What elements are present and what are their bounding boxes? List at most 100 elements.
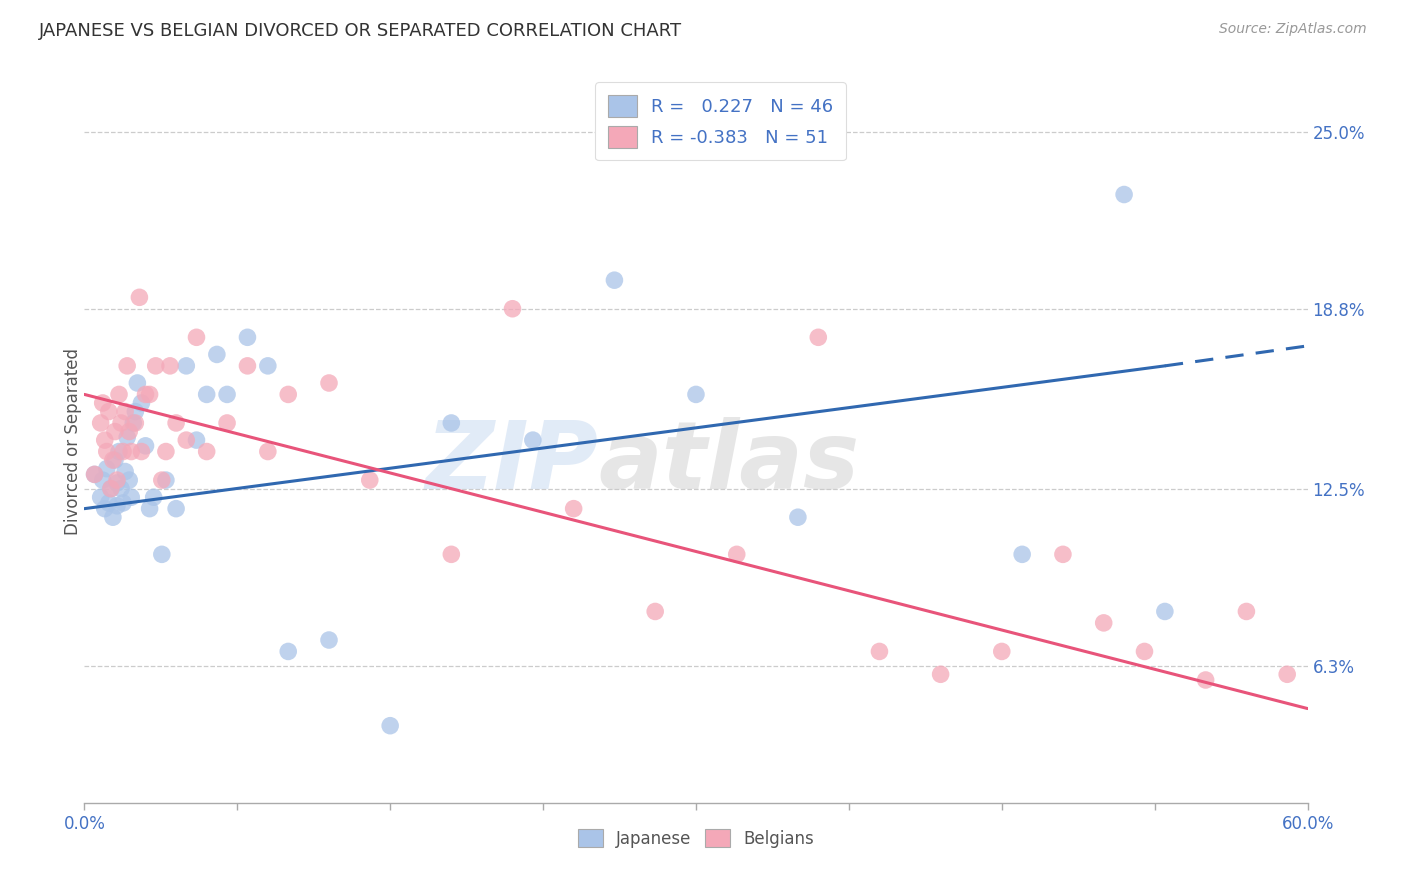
Point — [105, 473, 128, 487]
Point — [105, 499, 128, 513]
Point — [135, 439, 157, 453]
Point — [165, 416, 187, 430]
Point — [257, 444, 280, 458]
Point — [101, 453, 124, 467]
Point — [127, 376, 149, 390]
Legend: Japanese, Belgians: Japanese, Belgians — [569, 821, 823, 856]
Point — [1133, 644, 1156, 658]
Point — [1277, 667, 1299, 681]
Point — [1114, 187, 1136, 202]
Point — [104, 453, 127, 467]
Point — [105, 475, 128, 490]
Point — [603, 273, 626, 287]
Point — [186, 433, 208, 447]
Point — [83, 467, 105, 482]
Point — [174, 433, 197, 447]
Point — [93, 433, 115, 447]
Point — [562, 501, 585, 516]
Point — [236, 359, 259, 373]
Point — [120, 444, 142, 458]
Point — [145, 359, 167, 373]
Point — [91, 473, 114, 487]
Point — [205, 347, 228, 361]
Point — [318, 633, 340, 648]
Point — [159, 359, 181, 373]
Point — [96, 444, 118, 458]
Point — [787, 510, 810, 524]
Point — [1236, 604, 1258, 618]
Point — [929, 667, 952, 681]
Point — [195, 387, 218, 401]
Point — [115, 430, 138, 444]
Point — [112, 444, 135, 458]
Point — [359, 473, 381, 487]
Point — [685, 387, 707, 401]
Point — [807, 330, 830, 344]
Point — [131, 396, 153, 410]
Point — [120, 490, 142, 504]
Point — [128, 290, 150, 304]
Point — [112, 496, 135, 510]
Point — [217, 387, 239, 401]
Point — [869, 644, 891, 658]
Point — [100, 482, 122, 496]
Point — [135, 387, 157, 401]
Point — [118, 425, 141, 439]
Point — [124, 404, 146, 418]
Point — [174, 359, 197, 373]
Point — [257, 359, 280, 373]
Text: atlas: atlas — [598, 417, 859, 509]
Point — [118, 473, 141, 487]
Point — [318, 376, 340, 390]
Text: JAPANESE VS BELGIAN DIVORCED OR SEPARATED CORRELATION CHART: JAPANESE VS BELGIAN DIVORCED OR SEPARATE… — [39, 22, 682, 40]
Point — [115, 359, 138, 373]
Point — [150, 547, 173, 561]
Point — [97, 496, 120, 510]
Point — [217, 416, 239, 430]
Point — [195, 444, 218, 458]
Point — [90, 490, 112, 504]
Point — [1011, 547, 1033, 561]
Point — [114, 404, 136, 418]
Point — [380, 719, 402, 733]
Point — [110, 416, 132, 430]
Point — [138, 501, 160, 516]
Point — [440, 547, 463, 561]
Point — [101, 510, 124, 524]
Point — [277, 644, 299, 658]
Text: Source: ZipAtlas.com: Source: ZipAtlas.com — [1219, 22, 1367, 37]
Point — [440, 416, 463, 430]
Point — [122, 416, 145, 430]
Point — [644, 604, 666, 618]
Y-axis label: Divorced or Separated: Divorced or Separated — [65, 348, 82, 535]
Point — [96, 461, 118, 475]
Point — [1195, 673, 1218, 687]
Point — [110, 482, 132, 496]
Point — [165, 501, 187, 516]
Point — [155, 473, 177, 487]
Point — [90, 416, 112, 430]
Point — [277, 387, 299, 401]
Point — [155, 444, 177, 458]
Point — [1092, 615, 1115, 630]
Point — [124, 416, 146, 430]
Point — [1052, 547, 1074, 561]
Point — [83, 467, 105, 482]
Point — [725, 547, 748, 561]
Point — [108, 444, 131, 458]
Point — [138, 387, 160, 401]
Point — [91, 396, 114, 410]
Point — [991, 644, 1014, 658]
Point — [142, 490, 165, 504]
Point — [150, 473, 173, 487]
Point — [104, 425, 127, 439]
Point — [236, 330, 259, 344]
Point — [502, 301, 524, 316]
Point — [108, 387, 131, 401]
Point — [522, 433, 544, 447]
Point — [100, 482, 122, 496]
Point — [93, 501, 115, 516]
Point — [97, 404, 120, 418]
Point — [131, 444, 153, 458]
Text: ZIP: ZIP — [425, 417, 598, 509]
